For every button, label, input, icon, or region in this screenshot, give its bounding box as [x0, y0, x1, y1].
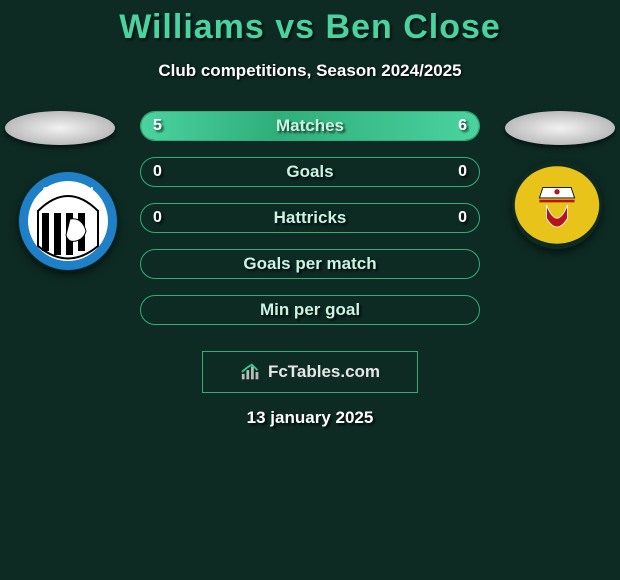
stat-label: Matches: [276, 116, 344, 136]
stat-label: Min per goal: [260, 300, 360, 320]
page-title: Williams vs Ben Close: [0, 0, 620, 47]
stat-value-right: 0: [458, 163, 467, 181]
stat-label: Goals per match: [243, 254, 376, 274]
stat-bar: 5 6 Matches: [140, 111, 480, 141]
stat-value-left: 5: [153, 117, 162, 135]
branding-box: FcTables.com: [202, 351, 418, 393]
stat-value-right: 6: [458, 117, 467, 135]
chart-icon: [240, 361, 262, 383]
stat-value-left: 0: [153, 209, 162, 227]
stat-bar: Min per goal: [140, 295, 480, 325]
stats-bars: 5 6 Matches 0 0 Goals 0 0 Hattricks Goals per mat…: [140, 111, 480, 341]
stat-bar: Goals per match: [140, 249, 480, 279]
stat-label: Goals: [286, 162, 333, 182]
stat-bar: 0 0 Hattricks: [140, 203, 480, 233]
svg-text:GILLINGHAM: GILLINGHAM: [43, 186, 94, 195]
player-avatar-left: [5, 111, 115, 145]
stat-bar: 0 0 Goals: [140, 157, 480, 187]
club-badge-right: [512, 161, 602, 249]
stat-value-left: 0: [153, 163, 162, 181]
stat-value-right: 0: [458, 209, 467, 227]
subtitle: Club competitions, Season 2024/2025: [0, 61, 620, 81]
date-text: 13 january 2025: [247, 408, 374, 428]
stat-label: Hattricks: [274, 208, 347, 228]
branding-text: FcTables.com: [268, 362, 380, 382]
club-badge-left: GILLINGHAM: [18, 171, 118, 271]
player-avatar-right: [505, 111, 615, 145]
